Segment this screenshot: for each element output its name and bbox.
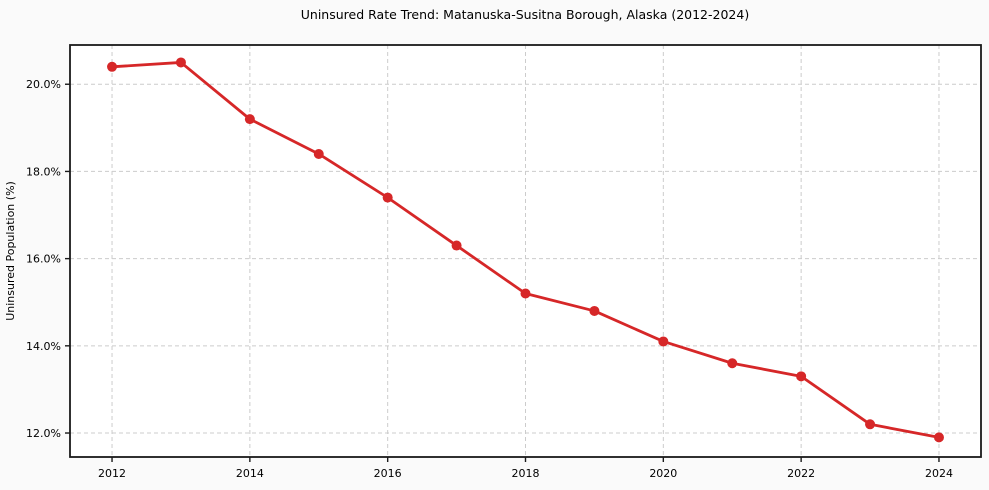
data-point-2014 <box>244 114 255 125</box>
chart-title: Uninsured Rate Trend: Matanuska-Susitna … <box>301 7 749 22</box>
data-point-2021 <box>727 358 738 369</box>
data-point-2017 <box>451 240 462 251</box>
x-tick-label: 2022 <box>787 467 815 480</box>
y-tick-label: 16.0% <box>26 253 61 266</box>
data-point-2012 <box>107 61 118 72</box>
data-point-2018 <box>520 288 531 299</box>
data-point-2022 <box>796 371 807 382</box>
y-tick-label: 20.0% <box>26 78 61 91</box>
x-tick-label: 2016 <box>374 467 402 480</box>
data-point-2023 <box>865 419 876 430</box>
data-point-2013 <box>175 57 186 68</box>
x-tick-label: 2012 <box>98 467 126 480</box>
y-axis-label: Uninsured Population (%) <box>4 181 17 321</box>
x-tick-label: 2024 <box>925 467 953 480</box>
x-tick-label: 2014 <box>236 467 264 480</box>
data-point-2020 <box>658 336 669 347</box>
y-tick-label: 18.0% <box>26 165 61 178</box>
x-tick-label: 2018 <box>512 467 540 480</box>
x-tick-label: 2020 <box>649 467 677 480</box>
y-tick-label: 14.0% <box>26 340 61 353</box>
data-point-2019 <box>589 305 600 316</box>
data-point-2024 <box>933 432 944 443</box>
y-tick-label: 12.0% <box>26 427 61 440</box>
data-point-2015 <box>313 148 324 159</box>
data-point-2016 <box>382 192 393 203</box>
